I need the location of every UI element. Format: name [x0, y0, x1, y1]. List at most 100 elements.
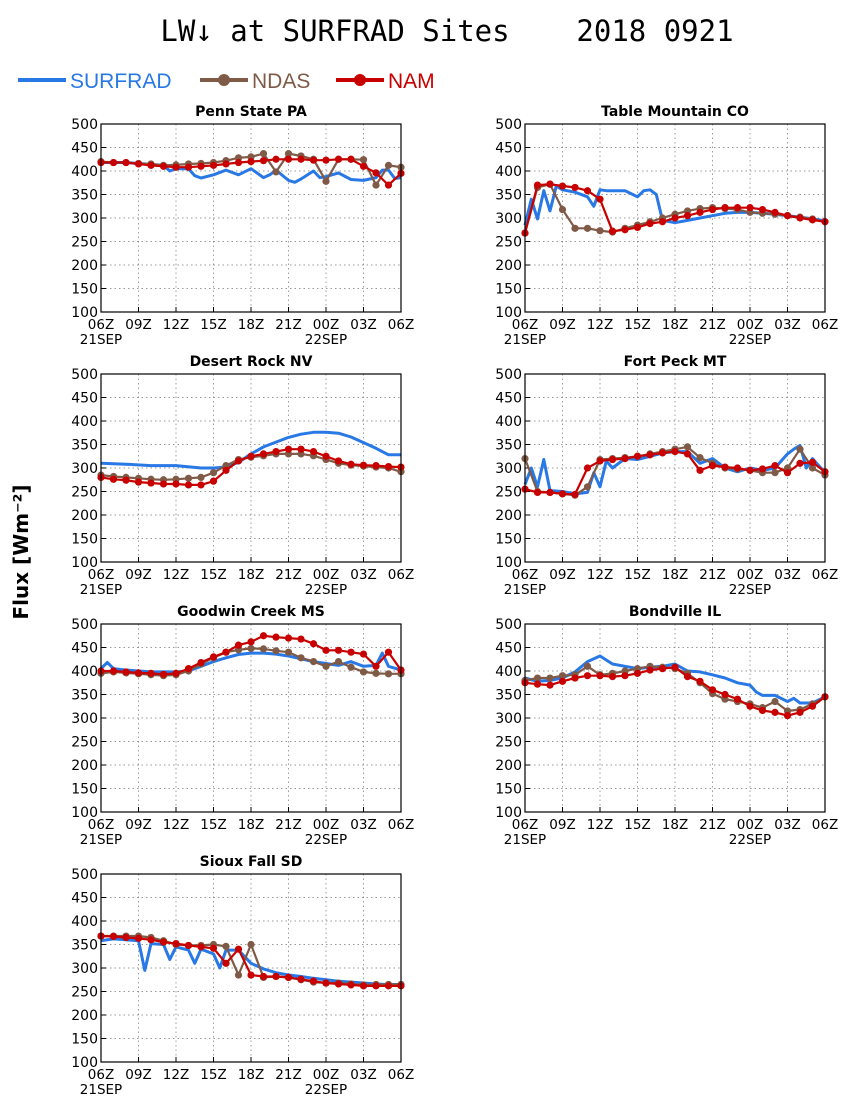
data-point-nam: [122, 158, 130, 167]
data-point-ndas: [297, 654, 305, 662]
data-point-nam: [359, 461, 368, 469]
data-point-ndas: [284, 150, 293, 158]
data-point-nam: [571, 490, 579, 498]
data-point-nam: [147, 161, 155, 169]
data-point-nam: [222, 466, 230, 474]
data-point-nam: [309, 156, 318, 164]
x-tick-label: 09Z: [549, 317, 575, 333]
data-point-nam: [309, 640, 318, 648]
y-tick-label: 250: [71, 985, 98, 1001]
legend: SURFRAD NDAS NAM: [18, 70, 435, 93]
y-tick-label: 400: [71, 664, 98, 680]
data-point-nam: [633, 669, 642, 677]
x-date-label: 21SEP: [504, 332, 546, 348]
data-point-ndas: [558, 672, 567, 680]
data-point-nam: [109, 158, 118, 167]
y-tick-label: 200: [71, 758, 98, 774]
data-point-nam: [197, 162, 205, 170]
data-point-nam: [372, 462, 380, 470]
data-point-nam: [359, 650, 368, 658]
data-point-nam: [671, 663, 679, 671]
data-point-nam: [247, 638, 255, 646]
data-point-ndas: [184, 474, 193, 482]
data-point-nam: [134, 478, 143, 486]
y-tick-label: 350: [71, 688, 98, 704]
x-date-label: 21SEP: [504, 582, 546, 598]
y-tick-label: 350: [495, 688, 522, 704]
x-tick-label: 21Z: [699, 317, 725, 333]
y-tick-label: 150: [71, 1032, 98, 1048]
data-point-ndas: [683, 443, 692, 451]
data-point-nam: [259, 632, 268, 640]
x-tick-label: 15Z: [200, 317, 226, 333]
data-point-ndas: [808, 464, 817, 472]
data-point-nam: [297, 445, 305, 453]
data-point-nam: [621, 226, 629, 234]
data-point-nam: [209, 477, 218, 485]
x-tick-label: 06Z: [388, 817, 414, 833]
x-tick-label: 15Z: [624, 317, 650, 333]
x-tick-label: 15Z: [624, 817, 650, 833]
data-point-nam: [134, 669, 143, 677]
data-point-nam: [134, 934, 143, 942]
plot-frame: [100, 123, 402, 313]
data-point-ndas: [309, 658, 318, 666]
y-tick-label: 450: [71, 141, 98, 157]
data-point-nam: [122, 476, 130, 484]
data-point-nam: [658, 449, 667, 457]
x-tick-label: 12Z: [163, 1067, 189, 1083]
x-tick-label: 06Z: [512, 817, 538, 833]
data-point-nam: [159, 938, 168, 946]
x-tick-label: 06Z: [512, 567, 538, 583]
data-point-nam: [309, 447, 318, 456]
series-line-surfrad: [100, 430, 401, 470]
data-point-ndas: [372, 669, 380, 677]
y-tick-label: 450: [495, 141, 522, 157]
plot-frame: [100, 873, 402, 1063]
x-tick-label: 06Z: [812, 567, 838, 583]
data-point-ndas: [771, 469, 779, 477]
y-axis-label: Flux [Wm⁻²]: [9, 484, 33, 619]
y-tick-label: 100: [71, 305, 98, 321]
data-point-nam: [184, 481, 193, 489]
data-point-nam: [546, 488, 554, 497]
y-tick-label: 300: [71, 711, 98, 727]
x-tick-label: 15Z: [200, 567, 226, 583]
y-tick-label: 300: [71, 211, 98, 227]
data-point-ndas: [771, 697, 779, 706]
panel-title: Desert Rock NV: [190, 354, 313, 370]
data-point-nam: [558, 490, 567, 498]
data-point-nam: [259, 157, 268, 165]
data-point-nam: [272, 633, 280, 641]
x-tick-label: 06Z: [512, 317, 538, 333]
x-tick-label: 15Z: [200, 1067, 226, 1083]
x-tick-label: 18Z: [238, 317, 264, 333]
x-tick-label: 06Z: [388, 317, 414, 333]
data-point-nam: [109, 667, 118, 675]
data-point-nam: [297, 975, 305, 983]
data-point-nam: [646, 666, 654, 674]
y-tick-label: 300: [71, 461, 98, 477]
data-point-nam: [172, 669, 180, 677]
data-point-nam: [583, 464, 592, 472]
data-point-nam: [783, 212, 792, 220]
data-point-nam: [347, 981, 355, 989]
x-tick-label: 06Z: [812, 817, 838, 833]
chart-panel: Table Mountain CO 100 150 200 250 300 350 400 45…: [495, 104, 838, 348]
x-tick-label: 18Z: [662, 567, 688, 583]
data-point-nam: [621, 672, 629, 680]
y-tick-label: 150: [495, 282, 522, 298]
data-point-nam: [384, 181, 393, 189]
x-tick-label: 12Z: [587, 817, 613, 833]
data-point-ndas: [247, 940, 255, 949]
data-point-nam: [334, 457, 343, 465]
data-point-nam: [347, 648, 355, 656]
data-point-nam: [758, 706, 767, 715]
data-point-nam: [808, 702, 817, 710]
data-point-nam: [746, 702, 754, 710]
x-tick-label: 09Z: [125, 567, 151, 583]
legend-item-ndas: NDAS: [200, 70, 310, 93]
series-line-surfrad: [100, 937, 401, 986]
data-point-nam: [608, 455, 617, 464]
data-point-nam: [322, 156, 330, 164]
